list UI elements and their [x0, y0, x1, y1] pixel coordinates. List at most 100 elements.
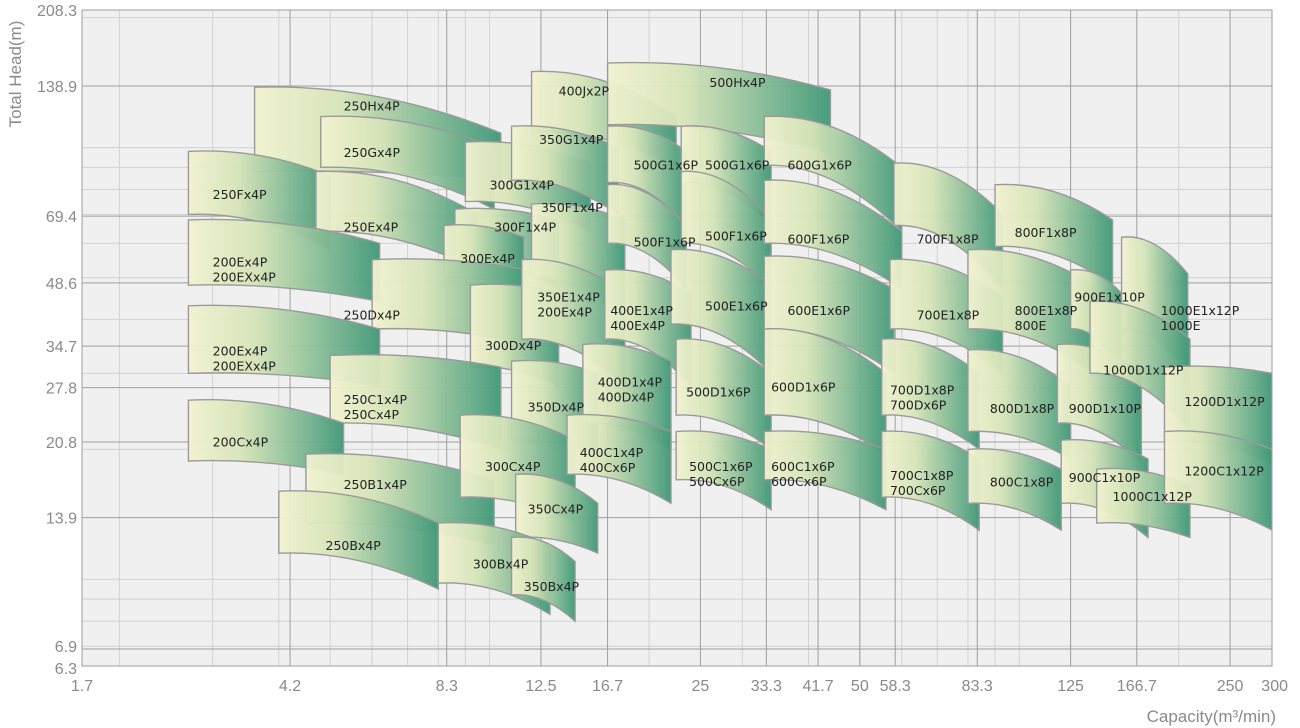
x-tick-label: 41.7 [803, 678, 834, 695]
region-label-line: 250Fx4P [213, 187, 267, 202]
region-label-line: 600D1x6P [771, 380, 836, 395]
operating-region [514, 473, 599, 555]
region-label: 1200C1x12P [1184, 464, 1264, 479]
region-label: 500F1x6P [634, 235, 696, 250]
region-label-line: 400Ex4P [610, 318, 665, 333]
region-label-line: 1000E1x12P [1161, 303, 1240, 318]
region-label: 350Cx4P [528, 502, 584, 517]
region-label-line: 500Hx4P [709, 75, 766, 90]
region-label-line: 800C1x8P [990, 475, 1054, 490]
region-label: 700C1x8P 700Cx6P [890, 468, 954, 498]
region-label: 500Hx4P [709, 75, 766, 90]
region-label: 800D1x8P [990, 401, 1055, 416]
operating-region [967, 448, 1062, 532]
y-tick-label: 138.9 [37, 79, 77, 96]
region-label: 250Gx4P [344, 145, 401, 160]
region-label-line: 400Jx2P [559, 84, 610, 99]
region-label-line: 600C1x6P [771, 459, 835, 474]
region-label: 1000D1x12P [1103, 363, 1184, 378]
region-label-line: 300G1x4P [490, 177, 555, 192]
operating-region [881, 430, 980, 532]
region-label: 200Ex4P 200EXx4P [213, 255, 277, 285]
x-tick-label: 4.2 [279, 678, 301, 695]
plot-frame [81, 9, 1273, 667]
region-label-line: 300Cx4P [485, 459, 541, 474]
region-label-line: 200Cx4P [213, 435, 269, 450]
region-label-line: 500G1x6P [634, 157, 699, 172]
x-tick-label: 1.7 [71, 678, 93, 695]
region-label-line: 500E1x6P [705, 298, 768, 313]
region-label-line: 800F1x8P [1015, 225, 1077, 240]
operating-region [278, 490, 439, 591]
region-label: 200Cx4P [213, 435, 269, 450]
y-tick-label: 13.9 [46, 511, 77, 528]
region-label-line: 200Ex4P [537, 305, 592, 320]
region-label-line: 900E1x10P [1074, 290, 1145, 305]
region-label: 800E1x8P 800E [1015, 303, 1078, 333]
region-label-line: 800D1x8P [990, 401, 1055, 416]
region-label-line: 600Cx6P [771, 474, 827, 489]
region-label-line: 300F1x4P [494, 219, 556, 234]
region-label-line: 500F1x6P [705, 228, 767, 243]
region-label: 500D1x6P [686, 385, 751, 400]
region-label: 300F1x4P [494, 219, 556, 234]
region-label: 300Ex4P [460, 251, 515, 266]
region-label-line: 350Dx4P [528, 399, 585, 414]
y-tick-label: 20.8 [46, 435, 77, 452]
region-label: 800C1x8P [990, 475, 1054, 490]
region-label-line: 300Ex4P [460, 251, 515, 266]
region-label-line: 300Bx4P [473, 556, 529, 571]
region-label-line: 400Dx4P [598, 389, 655, 404]
region-label: 700E1x8P [917, 307, 980, 322]
region-label: 400D1x4P 400Dx4P [598, 374, 663, 404]
region-label-line: 200Ex4P [213, 343, 268, 358]
region-label: 350G1x4P [539, 132, 604, 147]
region-label-line: 400Cx6P [580, 460, 636, 475]
region-label: 800F1x8P [1015, 225, 1077, 240]
x-tick-label: 8.3 [436, 678, 458, 695]
x-tick-label: 16.7 [592, 678, 623, 695]
x-tick-label: 166.7 [1117, 678, 1157, 695]
x-tick-label: 58.3 [880, 678, 911, 695]
region-label-line: 350F1x4P [541, 200, 603, 215]
region-label-line: 350E1x4P [537, 290, 600, 305]
y-tick-label: 6.3 [55, 661, 77, 678]
x-tick-label: 125 [1057, 678, 1084, 695]
region-label: 1000E1x12P 1000E [1161, 303, 1240, 333]
region-label: 400C1x4P 400Cx6P [580, 445, 644, 475]
region-label: 200Ex4P 200EXx4P [213, 343, 277, 373]
region-label: 1000C1x12P [1113, 489, 1193, 504]
x-axis-title: Capacity(m³/min) [1147, 707, 1276, 726]
region-label-line: 400E1x4P [610, 303, 673, 318]
region-label-line: 400C1x4P [580, 445, 644, 460]
region-label: 300Cx4P [485, 459, 541, 474]
x-tick-label: 83.3 [962, 678, 993, 695]
region-label: 500E1x6P [705, 298, 768, 313]
region-label-line: 200EXx4P [213, 270, 277, 285]
region-label: 600C1x6P 600Cx6P [771, 459, 835, 489]
region-label: 250Dx4P [344, 307, 401, 322]
region-label-line: 900C1x10P [1069, 470, 1141, 485]
region-label-line: 500Cx6P [689, 474, 745, 489]
region-label: 500G1x6P [634, 157, 699, 172]
region-label-line: 200Ex4P [213, 255, 268, 270]
region-label-line: 300Dx4P [485, 338, 542, 353]
region-label-line: 700Cx6P [890, 483, 946, 498]
operating-region [1163, 430, 1272, 531]
region-label: 250Hx4P [344, 98, 401, 113]
y-tick-label: 208.3 [37, 3, 77, 20]
region-label-line: 250C1x4P [344, 392, 408, 407]
region-label: 250C1x4P 250Cx4P [344, 392, 408, 422]
region-label-line: 1200C1x12P [1184, 464, 1264, 479]
x-tick-label: 300 [1261, 678, 1288, 695]
region-label: 400E1x4P 400Ex4P [610, 303, 673, 333]
region-label-line: 700Dx6P [890, 398, 947, 413]
x-tick-label: 250 [1217, 678, 1244, 695]
operating-region [763, 430, 887, 511]
region-label: 700F1x8P [917, 231, 979, 246]
region-label-line: 500C1x6P [689, 459, 753, 474]
y-tick-label: 69.4 [46, 209, 77, 226]
region-label: 350E1x4P 200Ex4P [537, 290, 600, 320]
region-label-line: 350G1x4P [539, 132, 604, 147]
